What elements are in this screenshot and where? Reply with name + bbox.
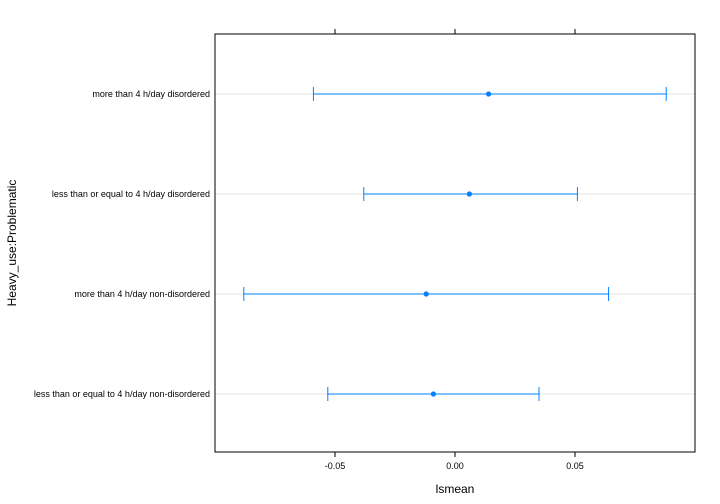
estimate-point bbox=[466, 191, 472, 197]
interval-marks bbox=[243, 87, 667, 401]
reference-lines bbox=[215, 93, 695, 395]
x-tick-label: -0.05 bbox=[325, 461, 346, 471]
category-label: less than or equal to 4 h/day disordered bbox=[52, 189, 210, 199]
x-axis-title: lsmean bbox=[436, 482, 475, 496]
estimate-point bbox=[430, 391, 436, 397]
category-label: more than 4 h/day non-disordered bbox=[74, 289, 210, 299]
x-axis-ticks: -0.05 0.00 0.05 bbox=[325, 29, 584, 471]
y-axis-category-labels: more than 4 h/day disordered less than or… bbox=[34, 89, 210, 399]
y-axis-title: Heavy_use:Problematic bbox=[5, 180, 19, 307]
x-tick-label: 0.05 bbox=[566, 461, 584, 471]
x-tick-label: 0.00 bbox=[446, 461, 464, 471]
estimate-point bbox=[486, 91, 492, 97]
plot-frame bbox=[214, 33, 696, 453]
category-label: more than 4 h/day disordered bbox=[92, 89, 210, 99]
category-label: less than or equal to 4 h/day non-disord… bbox=[34, 389, 210, 399]
estimate-point bbox=[423, 291, 429, 297]
